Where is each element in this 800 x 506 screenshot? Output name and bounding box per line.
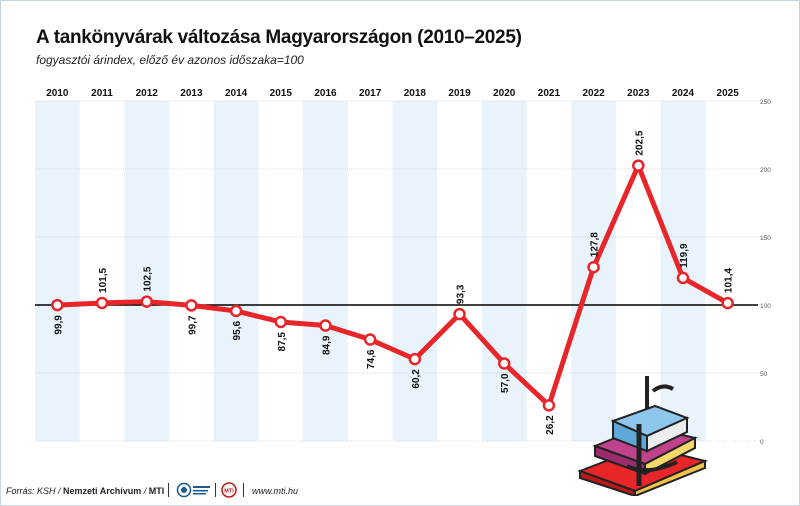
source-archive: Nemzeti Archívum — [63, 486, 142, 496]
data-points — [51, 159, 734, 412]
year-label: 2014 — [225, 88, 248, 99]
data-label: 95,6 — [232, 321, 243, 341]
data-label: 119,9 — [679, 243, 690, 268]
series-line — [54, 163, 731, 408]
data-label: 127,8 — [590, 232, 601, 257]
archive-logo-icon — [176, 482, 210, 498]
data-point — [542, 399, 556, 412]
data-point — [453, 307, 466, 321]
data-label: 93,3 — [456, 284, 467, 304]
data-label: 99,7 — [187, 315, 198, 335]
year-label: 2020 — [493, 88, 516, 99]
data-point — [632, 159, 645, 172]
footer-separator — [215, 483, 216, 497]
footer-separator — [168, 483, 169, 497]
year-label: 2013 — [180, 88, 203, 99]
data-point — [363, 333, 377, 346]
column-stripe — [124, 101, 170, 441]
year-label: 2021 — [538, 88, 561, 99]
data-label: 101,4 — [724, 268, 735, 293]
y-tick-label: 200 — [760, 167, 771, 174]
year-label: 2024 — [672, 88, 695, 99]
year-label: 2011 — [91, 88, 113, 99]
data-point — [408, 352, 422, 366]
year-label: 2012 — [136, 88, 159, 99]
source-mti: MTI — [148, 486, 165, 496]
year-label: 2022 — [582, 88, 605, 99]
books-illustration-icon — [577, 376, 709, 496]
column-stripes — [35, 101, 706, 441]
year-label: 2015 — [270, 88, 293, 99]
data-label: 99,9 — [53, 315, 64, 335]
data-point — [140, 295, 153, 308]
mti-watermark-icon: MTI — [712, 416, 760, 464]
data-point — [721, 296, 734, 310]
data-label: 57,0 — [500, 373, 511, 393]
mti-logo-icon: MTI — [221, 482, 237, 498]
data-label: 60,2 — [411, 369, 422, 389]
data-point — [185, 299, 198, 312]
source-sep: / — [141, 486, 149, 496]
data-label: 26,2 — [545, 415, 556, 435]
y-tick-label: 100 — [760, 303, 771, 310]
data-point — [274, 315, 288, 329]
column-stripe — [481, 101, 527, 441]
year-label: 2023 — [627, 88, 650, 99]
column-stripe — [213, 101, 259, 441]
year-labels: 2010 2011 2012 2013 2014 2015 2016 2017 2018 2019… — [46, 88, 739, 99]
source-footer: Forrás: KSH / Nemzeti Archívum / MTI — [6, 486, 164, 496]
y-tick-labels: 0 50 100 150 200 250 — [760, 99, 771, 446]
year-label: 2016 — [314, 88, 337, 99]
y-tick-label: 0 — [760, 439, 764, 446]
footer-separator — [243, 483, 244, 497]
data-labels: 99,9 101,5 102,5 99,7 95,6 87,5 84,9 74,6 60,2 93… — [53, 130, 734, 435]
data-point — [95, 296, 109, 310]
data-point — [676, 271, 690, 285]
data-label: 101,5 — [98, 267, 109, 292]
y-tick-label: 250 — [760, 99, 771, 106]
column-stripe — [392, 101, 438, 441]
data-label: 74,6 — [366, 349, 377, 369]
svg-text:MTI: MTI — [727, 435, 746, 447]
year-label: 2010 — [46, 88, 69, 99]
data-point — [497, 357, 511, 370]
data-label: 102,5 — [143, 266, 154, 291]
data-label: 87,5 — [277, 332, 288, 352]
year-label: 2019 — [448, 88, 471, 99]
column-stripe — [303, 101, 348, 441]
column-stripe — [35, 101, 80, 441]
source-prefix: Forrás: KSH / — [6, 486, 64, 496]
year-label: 2025 — [717, 88, 740, 99]
data-point — [51, 298, 64, 312]
year-label: 2018 — [404, 88, 427, 99]
svg-text:MTI: MTI — [224, 489, 234, 495]
data-point — [229, 304, 243, 318]
year-label: 2017 — [359, 88, 382, 99]
chart-subtitle: fogyasztói árindex, előző év azonos idős… — [36, 53, 304, 67]
data-label: 84,9 — [321, 335, 332, 355]
data-point — [587, 260, 600, 274]
data-label: 202,5 — [634, 130, 645, 155]
data-point — [319, 319, 332, 332]
column-stripe — [660, 101, 706, 441]
website-link[interactable]: www.mti.hu — [252, 486, 299, 496]
y-tick-label: 50 — [760, 371, 768, 378]
chart-title: A tankönyvárak változása Magyarországon … — [36, 27, 522, 48]
y-tick-label: 150 — [760, 235, 771, 242]
